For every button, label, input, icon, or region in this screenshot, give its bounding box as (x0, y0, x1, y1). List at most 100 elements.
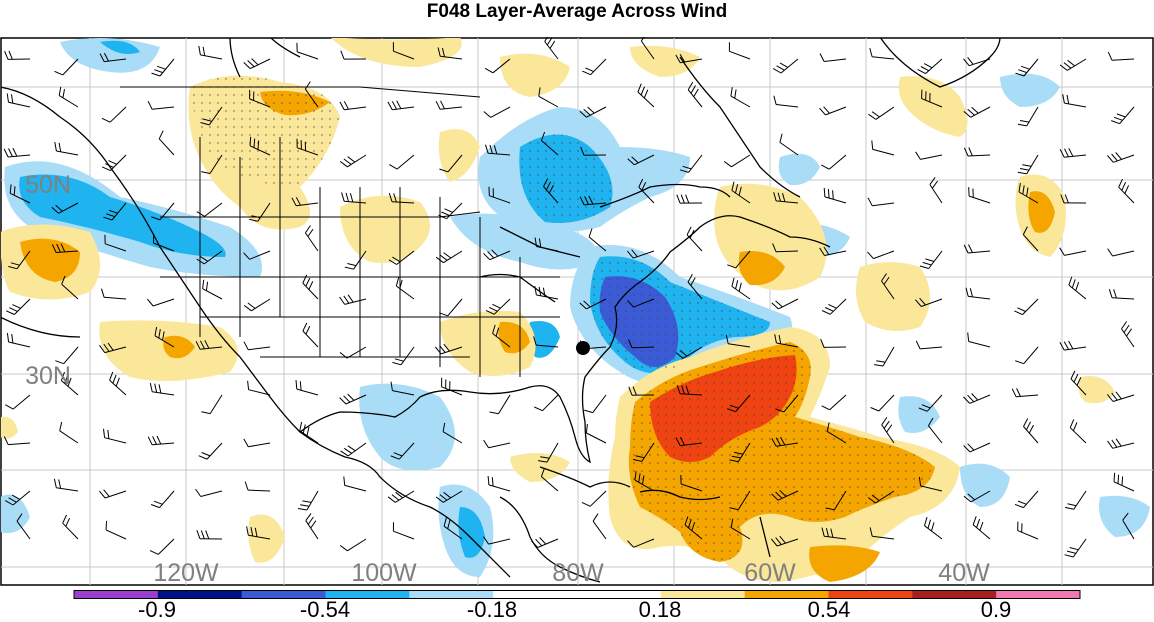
wind-barb-flag (1015, 72, 1025, 77)
wind-barb (968, 195, 991, 204)
wind-barb (928, 425, 943, 444)
wind-barb-flag (51, 244, 57, 253)
wind-barb (392, 390, 415, 396)
wind-barb (400, 346, 415, 366)
wind-barb (391, 201, 415, 204)
wind-barb (684, 524, 703, 540)
wind-barb-flag (588, 228, 593, 238)
wind-barb-flag (300, 504, 310, 507)
colorbar-swatch (912, 590, 997, 599)
wind-barb (921, 98, 943, 108)
wind-barb-flag (60, 371, 65, 381)
wind-barb-flag (579, 302, 587, 310)
wind-barb-flag (681, 385, 685, 395)
wind-barb-flag (1121, 181, 1127, 191)
wind-barb-flag (631, 156, 639, 164)
wind-barb-flag (883, 276, 890, 285)
wind-barb-flag (108, 209, 118, 214)
wind-barb (109, 106, 127, 123)
wind-barb-flag (579, 196, 585, 206)
wind-barb-flag (196, 258, 205, 265)
wind-barb (16, 520, 31, 540)
wind-barb-flag (540, 131, 546, 141)
wind-barb-flag (632, 386, 637, 396)
wind-barb-flag (870, 407, 879, 412)
wind-barb (631, 346, 655, 349)
wind-barb-flag (58, 86, 62, 96)
wind-barb-flag (307, 516, 314, 525)
wind-barb (731, 190, 751, 204)
wind-barb (729, 50, 751, 60)
wind-barb (590, 58, 607, 76)
wind-barb (824, 58, 847, 62)
wind-barb-flag (682, 165, 692, 170)
wind-barb (679, 393, 703, 396)
wind-barb-flag (584, 196, 589, 205)
wind-barb (440, 106, 463, 110)
wind-barb-flag (347, 393, 355, 401)
wind-barb-flag (60, 243, 66, 253)
wind-barb-flag (247, 60, 255, 68)
wind-barb-flag (923, 63, 933, 69)
wind-barb (778, 298, 799, 310)
wind-barb (776, 538, 799, 547)
wind-barb-flag (1028, 424, 1034, 434)
wind-barb-flag (1121, 321, 1128, 330)
wind-barb-flag (967, 56, 974, 65)
wind-barb-flag (58, 479, 62, 489)
wind-barb-flag (828, 303, 837, 309)
wind-barb-flag (250, 527, 254, 537)
wind-barb (592, 520, 607, 540)
wind-barb (152, 298, 175, 307)
wind-barb-flag (340, 50, 345, 60)
wind-barb-flag (1017, 500, 1027, 505)
wind-barb (104, 437, 127, 444)
wind-barb-flag (9, 307, 18, 312)
wind-barb-flag (775, 408, 785, 413)
wind-barb-flag (64, 374, 69, 384)
wind-barb (881, 424, 895, 444)
wind-barb-flag (439, 345, 446, 353)
wind-barb (347, 442, 367, 457)
wind-barb (731, 154, 751, 168)
wind-barb-flag (1066, 550, 1077, 554)
wind-barb (968, 58, 991, 67)
wind-barb-flag (158, 329, 161, 339)
wind-barb-flag (579, 110, 587, 118)
wind-barb-flag (491, 477, 494, 487)
colorbar-label: 0.9 (980, 597, 1012, 622)
wind-barb-flag (1020, 168, 1029, 171)
wind-barb-flag (153, 500, 163, 505)
wind-barb-flag (963, 396, 971, 404)
wind-barb (536, 294, 559, 300)
wind-barb-flag (103, 489, 110, 497)
wind-barb-flag (823, 187, 826, 197)
wind-barb (730, 95, 751, 108)
wind-barb-flag (782, 192, 786, 202)
wind-barb-flag (1063, 341, 1070, 350)
wind-barb (586, 432, 607, 444)
wind-barb-flag (777, 192, 781, 202)
wind-barb (833, 490, 847, 510)
wind-barb-flag (147, 436, 153, 446)
wind-barb-flag (886, 424, 893, 433)
wind-barb-flag (680, 194, 685, 204)
wind-barb-flag (162, 331, 165, 341)
wind-barb (637, 91, 655, 108)
wind-barb-flag (771, 438, 777, 447)
colorbar-swatch (744, 590, 829, 599)
wind-barb-flag (773, 192, 777, 202)
wind-barb-flag (343, 476, 346, 486)
wind-barb-flag (581, 501, 591, 507)
wind-barb-flag (971, 106, 979, 114)
lon-label-120w: 120W (153, 559, 219, 587)
colorbar-swatch (74, 590, 159, 599)
wind-barb-flag (871, 140, 874, 150)
wind-barb-flag (827, 189, 830, 199)
wind-barb-flag (544, 37, 549, 42)
wind-barb-flag (1059, 247, 1065, 256)
wind-barb-flag (246, 526, 249, 536)
wind-barb-flag (196, 211, 205, 217)
wind-barb (1066, 58, 1087, 71)
wind-barb-flag (632, 458, 643, 462)
